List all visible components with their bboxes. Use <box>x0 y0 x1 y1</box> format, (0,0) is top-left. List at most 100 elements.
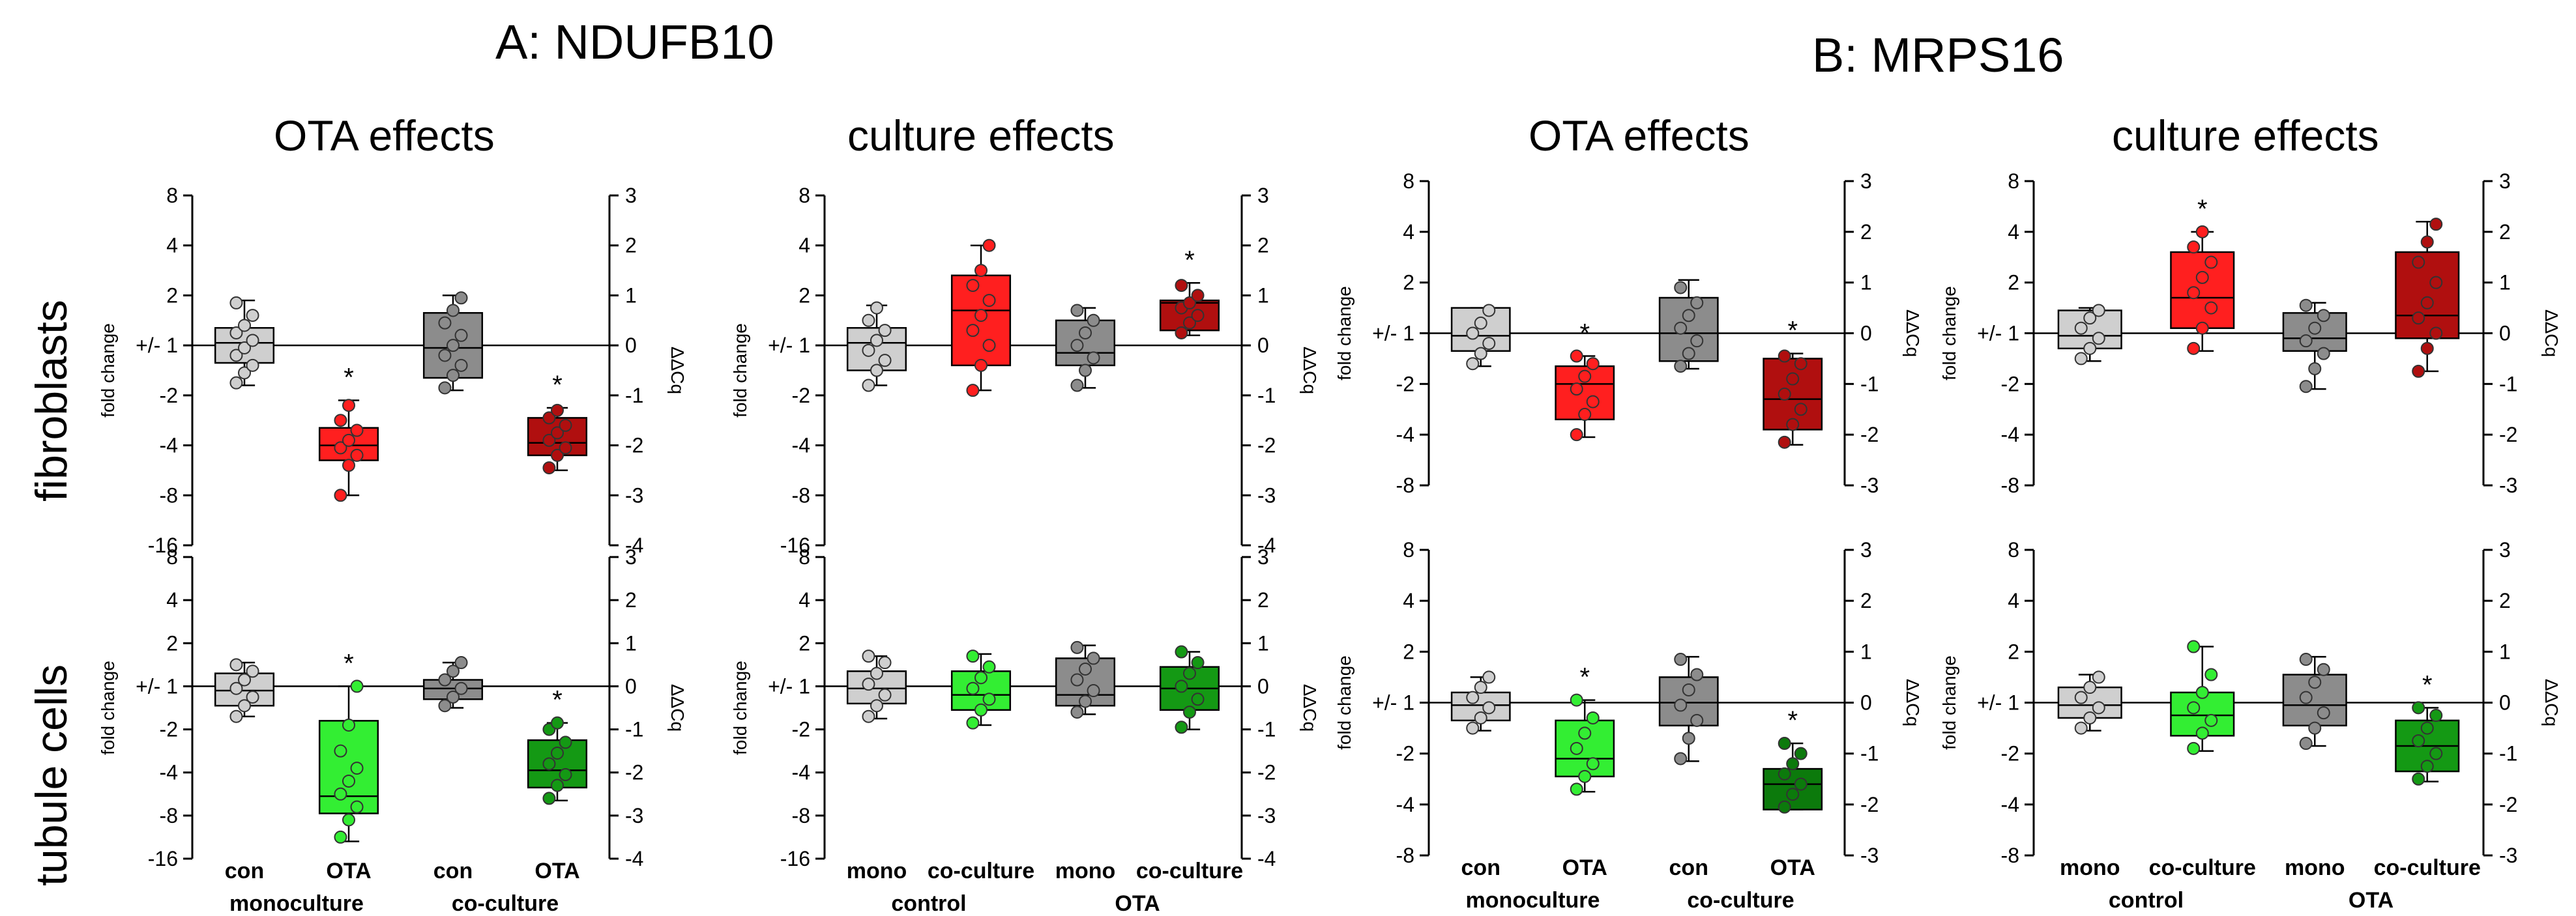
data-point <box>1786 788 1800 801</box>
right-tick-label: -3 <box>1257 804 1276 827</box>
data-point <box>1087 351 1100 365</box>
box-body <box>422 679 484 700</box>
data-point <box>1674 321 1688 335</box>
data-point <box>966 279 980 293</box>
box-OTA: * OTA <box>527 686 588 883</box>
data-point <box>542 757 556 771</box>
data-point <box>1191 693 1205 706</box>
x-tick-label: OTA <box>534 859 579 883</box>
data-point <box>229 296 243 309</box>
data-point <box>1586 711 1600 724</box>
data-point <box>229 681 243 695</box>
data-point <box>2074 352 2088 365</box>
data-point <box>2420 341 2434 355</box>
data-point <box>862 709 875 723</box>
box-co-culture <box>2395 218 2460 378</box>
data-point <box>1674 281 1688 294</box>
data-point <box>2187 640 2201 653</box>
right-tick-label: 1 <box>625 283 637 307</box>
x-tick-label: co-culture <box>1136 859 1243 883</box>
box-OTA: * <box>1555 319 1615 442</box>
right-tick-label: -4 <box>625 847 643 870</box>
data-point <box>334 830 347 844</box>
left-tick-label: 2 <box>2008 271 2019 294</box>
data-point <box>1570 693 1583 707</box>
right-tick-label: 0 <box>625 334 637 357</box>
right-tick-label: 1 <box>2499 640 2511 663</box>
data-point <box>1674 653 1688 666</box>
data-point <box>2195 321 2209 335</box>
data-point <box>862 379 875 392</box>
right-tick-label: 3 <box>1257 184 1269 207</box>
data-point <box>1794 403 1808 416</box>
data-point <box>2195 685 2209 699</box>
data-point <box>551 403 564 417</box>
panel-title-b-ota: OTA effects <box>1529 111 1749 160</box>
x-group-label: OTA <box>1115 891 1160 916</box>
right-tick-label: -1 <box>625 384 643 407</box>
significance-marker: * <box>344 649 354 678</box>
data-point <box>974 358 988 372</box>
data-point <box>1482 337 1496 351</box>
box-con: con <box>422 656 484 883</box>
panel-A-tub-ota: 8 4 2 +/- 1 -2 -4 -8 -16 3 2 1 0 -1 -2 -3 -4 fold change… <box>98 545 688 916</box>
left-tick-label: +/- 1 <box>136 674 178 698</box>
x-tick-label: OTA <box>1562 855 1607 880</box>
box-mono: mono <box>2057 670 2122 880</box>
box-body <box>1450 307 1511 352</box>
data-point <box>2412 734 2425 748</box>
x-tick-label: con <box>433 859 473 883</box>
box-mono <box>1055 304 1116 392</box>
box-con <box>1450 304 1511 371</box>
data-point <box>2187 286 2201 300</box>
left-axis-title: fold change <box>98 323 118 418</box>
box-co-culture: co-culture <box>2149 640 2256 880</box>
data-point <box>2092 701 2105 715</box>
left-tick-label: -16 <box>780 534 810 557</box>
box-body <box>2282 674 2347 726</box>
left-axis-title: fold change <box>98 661 118 755</box>
right-tick-label: -1 <box>1257 384 1276 407</box>
right-tick-label: 2 <box>625 588 637 612</box>
data-point <box>2420 721 2434 735</box>
x-group-label: monoculture <box>1466 888 1600 913</box>
right-tick-label: -4 <box>1257 534 1276 557</box>
right-tick-label: -1 <box>1257 718 1276 741</box>
right-tick-label: -2 <box>625 761 643 784</box>
data-point <box>551 779 564 792</box>
data-point <box>2317 706 2330 720</box>
left-tick-label: 4 <box>798 588 810 612</box>
left-tick-label: 2 <box>1403 640 1414 663</box>
right-tick-label: 1 <box>1860 640 1872 663</box>
data-point <box>2187 701 2201 715</box>
right-tick-label: -1 <box>625 718 643 741</box>
right-tick-label: -3 <box>2499 844 2517 867</box>
data-point <box>1087 651 1100 665</box>
right-tick-label: 1 <box>1257 631 1269 655</box>
x-group-label: control <box>2109 888 2184 913</box>
x-group-label: co-culture <box>1687 888 1794 913</box>
data-point <box>2317 309 2330 322</box>
panel-B-tub-ota: 8 4 2 +/- 1 -2 -4 -8 3 2 1 0 -1 -2 -3 fold change ΔΔCq c… <box>1334 538 1923 913</box>
left-tick-label: 4 <box>2008 220 2019 244</box>
data-point <box>1191 656 1205 670</box>
data-point <box>2299 334 2313 348</box>
section-a-title: A: NDUFB10 <box>495 15 774 69</box>
data-point <box>862 678 875 691</box>
box-con: con <box>214 658 275 883</box>
data-point <box>2204 301 2218 315</box>
data-point <box>974 703 988 717</box>
data-point <box>559 768 572 782</box>
data-point <box>1183 296 1196 309</box>
panel-title-a-culture: culture effects <box>847 111 1115 160</box>
data-point <box>878 324 892 337</box>
data-point <box>238 673 251 687</box>
data-point <box>246 334 259 347</box>
data-point <box>2299 298 2313 312</box>
x-tick-label: mono <box>2285 855 2345 880</box>
data-point <box>2092 332 2105 345</box>
data-point <box>2420 296 2434 309</box>
data-point <box>982 238 996 252</box>
